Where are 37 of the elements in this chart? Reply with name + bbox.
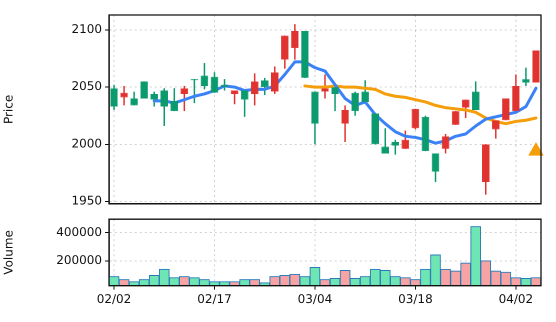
candlestick xyxy=(271,66,279,95)
candlestick xyxy=(210,71,218,94)
candlestick xyxy=(160,87,168,127)
candlestick xyxy=(432,152,440,183)
x-tick-label: 04/02 xyxy=(498,292,534,306)
candlestick xyxy=(281,34,289,70)
y-tick-label: 400000 xyxy=(56,224,102,239)
candlestick xyxy=(331,86,339,112)
candlestick xyxy=(442,133,450,154)
candlestick xyxy=(351,90,359,116)
x-tick-label: 02/02 xyxy=(96,292,132,306)
y-tick-label: 200000 xyxy=(56,252,102,267)
candlestick xyxy=(321,74,329,100)
x-tick-label: 03/18 xyxy=(398,292,433,306)
candlestick xyxy=(230,90,238,105)
candlestick xyxy=(180,85,188,112)
candlestick xyxy=(522,66,530,87)
candlestick xyxy=(250,72,258,106)
candlestick xyxy=(291,23,299,60)
candlestick xyxy=(240,90,248,118)
candlestick xyxy=(200,62,208,90)
candlestick xyxy=(110,84,118,111)
y-tick-label: 2100 xyxy=(71,22,102,36)
candlestick xyxy=(120,85,128,106)
candlestick xyxy=(412,108,420,130)
y-tick-label: 1950 xyxy=(71,194,102,208)
y-tick-label: 2000 xyxy=(71,136,102,150)
y-axis-title: Price xyxy=(1,94,16,124)
y-axis-title: Volume xyxy=(1,230,16,275)
candlestick xyxy=(382,128,390,154)
y-tick-label: 2050 xyxy=(71,79,102,94)
candlestick xyxy=(502,98,510,122)
x-tick-label: 03/04 xyxy=(298,292,332,306)
candlestick xyxy=(392,138,400,156)
x-tick-label: 02/17 xyxy=(197,292,232,306)
candlestick xyxy=(472,80,480,111)
candlestick xyxy=(341,104,349,143)
